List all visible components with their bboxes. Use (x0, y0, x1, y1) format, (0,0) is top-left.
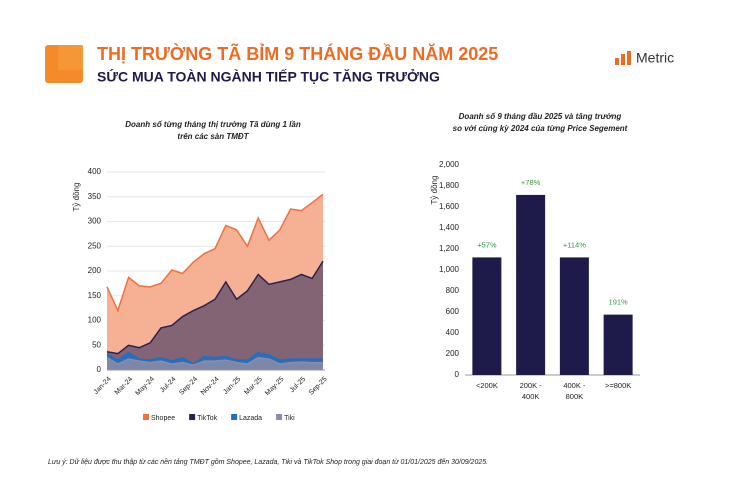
title: THỊ TRƯỜNG TÃ BỈM 9 THÁNG ĐẦU NĂM 2025 (97, 43, 498, 64)
y-tick-label: 50 (92, 340, 101, 349)
footnote: Lưu ý: Dữ liệu được thu thập từ các nền … (48, 457, 488, 466)
x-tick-label: 200K - (520, 381, 543, 390)
logo-bar (621, 54, 625, 65)
x-tick-label: Sep-25 (308, 376, 329, 397)
line (106, 193, 324, 313)
area (107, 261, 323, 370)
y-tick-label: 600 (446, 307, 460, 316)
y-axis-label: Tỷ đồng (72, 183, 81, 212)
bar (516, 194, 546, 375)
x-tick-label: Jan-25 (222, 376, 242, 396)
growth-label: +78% (521, 178, 541, 187)
legend-swatch (189, 414, 196, 420)
growth-label: 191% (609, 298, 629, 307)
x-tick-label: Mar-25 (243, 376, 264, 397)
y-tick-label: 200 (446, 349, 460, 358)
x-tick-label: Nov-24 (200, 376, 221, 397)
legend-swatch (276, 414, 283, 420)
chart-title: trên các sàn TMĐT (177, 132, 249, 141)
y-tick-label: 1,400 (439, 223, 460, 232)
line (106, 260, 324, 355)
logo-bar (627, 51, 631, 65)
bar (603, 314, 633, 375)
growth-label: +114% (563, 240, 586, 249)
y-tick-label: 350 (88, 192, 102, 201)
legend-label: Tiki (284, 415, 295, 422)
x-tick-label: <200K (476, 381, 498, 390)
y-tick-label: 400 (88, 167, 102, 176)
y-tick-label: 150 (88, 291, 102, 300)
logo-bar (615, 58, 619, 65)
legend-swatch (143, 414, 149, 420)
x-tick-label: Sep-24 (178, 376, 199, 397)
y-tick-label: 250 (88, 241, 102, 250)
x-tick-label: May-25 (264, 376, 286, 398)
chart-title: Doanh số từng tháng thị trường Tã dùng 1… (125, 120, 301, 129)
logo-text: Metric (636, 50, 674, 66)
area (107, 357, 323, 370)
x-tick-label: Jul-24 (159, 376, 178, 395)
line (106, 351, 323, 365)
bar (559, 257, 589, 375)
y-tick-label: 800 (446, 286, 460, 295)
y-tick-label: 400 (446, 328, 460, 337)
chart-title: so với cùng kỳ 2024 của từng Price Segem… (453, 124, 628, 133)
x-tick-label: Jul-25 (289, 376, 308, 395)
legend-label: TikTok (197, 415, 217, 422)
logo: Metric (615, 50, 674, 66)
x-tick-label: 800K (566, 392, 584, 401)
x-tick-label: Mar-24 (114, 376, 135, 397)
y-tick-label: 1,600 (439, 202, 460, 211)
y-tick-label: 1,800 (439, 181, 460, 190)
legend-label: Lazada (239, 415, 262, 422)
x-tick-label: Jan-24 (93, 376, 113, 396)
y-tick-label: 0 (97, 365, 102, 374)
y-tick-label: 100 (88, 316, 102, 325)
x-tick-label: 400K - (563, 381, 586, 390)
x-tick-label: May-24 (134, 376, 156, 398)
legend-label: Shopee (151, 415, 175, 422)
subtitle: SỨC MUA TOÀN NGÀNH TIẾP TỤC TĂNG TRƯỞNG (97, 68, 440, 85)
y-tick-label: 2,000 (439, 160, 460, 169)
x-tick-label: 400K (522, 392, 540, 401)
y-tick-label: 300 (88, 217, 102, 226)
legend-swatch (231, 414, 238, 420)
y-tick-label: 200 (88, 266, 102, 275)
bar (472, 257, 502, 375)
line (106, 356, 323, 366)
y-tick-label: 1,200 (439, 244, 460, 253)
x-tick-label: >=800K (605, 381, 631, 390)
header-icon-accent (58, 45, 83, 70)
y-tick-label: 0 (455, 370, 460, 379)
y-tick-label: 1,000 (439, 265, 460, 274)
y-axis-label: Tỷ đồng (430, 176, 439, 205)
chart-title: Doanh số 9 tháng đầu 2025 và tăng trưởng (459, 112, 622, 121)
growth-label: +57% (477, 240, 497, 249)
